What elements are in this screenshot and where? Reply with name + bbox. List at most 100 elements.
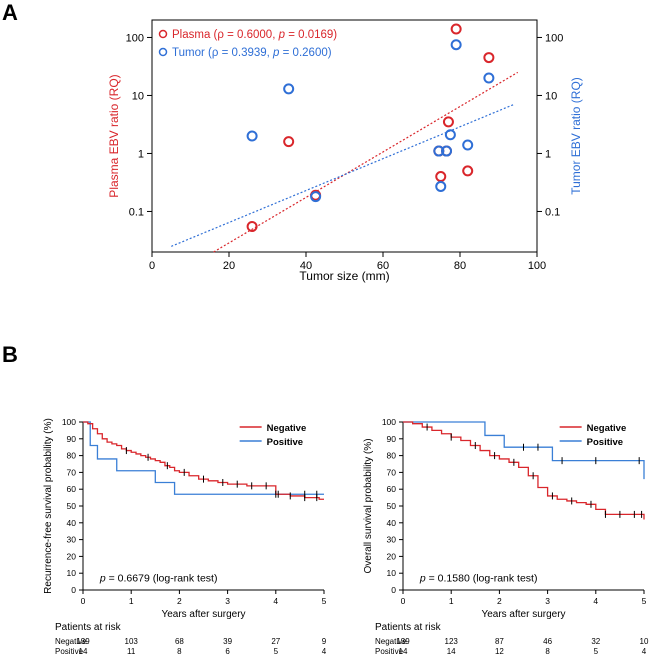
y-tick-label: 90 [387,434,397,444]
tumor-point [310,191,322,203]
y-tick-label: 100 [382,417,396,427]
legend-rho: ρ = 0.6000, [217,29,278,41]
risk-count: 12 [495,647,504,655]
x-tick-label: 3 [545,596,550,606]
tumor-point [444,129,456,141]
y-tick-label: 100 [62,417,76,427]
risk-count: 139 [396,637,410,646]
y-tick-label-right: 10 [545,90,557,102]
legend-label-negative: Negative [587,423,627,434]
risk-count: 8 [177,647,182,655]
risk-count: 103 [125,637,139,646]
y-axis-label: Recurrence-free survival probability (%) [43,418,54,594]
panel-label-a: A [2,0,18,25]
km-rfs-chart: 0 10 20 30 40 50 60 70 80 90 100 0 1 2 3 4 5 Years after … [43,417,327,655]
risk-count: 5 [594,647,599,655]
x-tick-label: 0 [81,596,86,606]
y-tick-label: 0 [71,585,76,595]
x-axis-label: Years after surgery [481,609,565,620]
tumor-trendline [171,103,515,247]
y-tick-label: 40 [67,518,77,528]
risk-count: 68 [175,637,184,646]
risk-table-title: Patients at risk [375,622,442,633]
x-axis-label: Tumor size (mm) [299,269,389,283]
risk-count: 27 [271,637,280,646]
risk-row-label: Positive [375,647,404,655]
risk-count: 139 [76,637,90,646]
risk-count: 87 [495,637,504,646]
plasma-point [450,23,462,35]
p-value-text: = 0.1580 (log-rank test) [426,573,538,585]
y-tick-label: 20 [67,551,77,561]
risk-count: 9 [322,637,327,646]
y-tick-label: 80 [67,451,77,461]
x-tick-label: 60 [377,260,389,272]
risk-count: 10 [640,637,649,646]
legend-prefix: Plasma ( [172,29,218,41]
p-value-annotation: p = 0.1580 (log-rank test) [419,573,538,585]
legend-label-positive: Positive [587,437,623,448]
x-axis-label: Years after surgery [161,609,245,620]
y-tick-label: 70 [387,467,397,477]
positive-survival-curve [83,421,324,495]
legend-label-negative: Negative [267,423,307,434]
p-value-annotation: p = 0.6679 (log-rank test) [99,573,218,585]
plasma-point [435,171,447,183]
y-tick-label: 50 [67,501,77,511]
x-tick-label: 2 [177,596,182,606]
tumor-point [433,145,445,157]
risk-count: 4 [322,647,327,655]
risk-row-label: Negative [375,637,407,646]
x-tick-label: 3 [225,596,230,606]
legend-rho: ρ = 0.3939, [212,47,273,59]
tumor-point [483,72,495,84]
p-value-text: = 0.6679 (log-rank test) [106,573,218,585]
x-tick-label: 4 [273,596,278,606]
tumor-point [450,39,462,51]
x-tick-label: 80 [454,260,466,272]
y-tick-label-left: 100 [126,32,144,44]
y-tick-label-left: 1 [138,148,144,160]
risk-count: 39 [223,637,232,646]
risk-count: 6 [225,647,230,655]
y-tick-label-right: 100 [545,32,563,44]
legend-marker-tumor [158,47,168,57]
risk-row-label: Positive [55,647,84,655]
y-tick-label: 80 [387,451,397,461]
positive-survival-curve [403,421,645,480]
risk-row-label: Negative [55,637,87,646]
tumor-point [462,139,474,151]
plasma-point [283,136,295,148]
y-tick-label: 30 [67,535,77,545]
tumor-point [441,145,453,157]
y-tick-label: 90 [67,434,77,444]
p-symbol: p [99,573,106,585]
tumor-point [246,130,258,142]
y-tick-label-left: 10 [132,90,144,102]
x-tick-label: 5 [322,596,327,606]
risk-count: 5 [274,647,279,655]
y-tick-label-right: 1 [545,148,551,160]
y-tick-label: 20 [387,551,397,561]
plasma-point [462,165,474,177]
plot-frame [151,19,538,253]
y-tick-label: 10 [387,568,397,578]
x-tick-label: 4 [593,596,598,606]
p-symbol: p [419,573,426,585]
tumor-point [283,83,295,95]
x-tick-label: 5 [642,596,647,606]
risk-count: 123 [445,637,459,646]
plasma-trendline [213,71,519,253]
plasma-point [246,221,258,233]
y-tick-label: 0 [391,585,396,595]
panel-label-b: B [2,342,18,367]
negative-survival-curve [403,421,645,520]
negative-survival-curve [83,421,324,500]
legend-p-value: = 0.2600) [279,47,331,59]
legend-label-positive: Positive [267,437,303,448]
y-axis-label-left: Plasma EBV ratio (RQ) [107,74,121,197]
legend-entry-plasma: Plasma (ρ = 0.6000, p = 0.0169) [172,29,337,41]
y-tick-label-right: 0.1 [545,206,560,218]
legend-p-symbol: p [278,29,286,41]
